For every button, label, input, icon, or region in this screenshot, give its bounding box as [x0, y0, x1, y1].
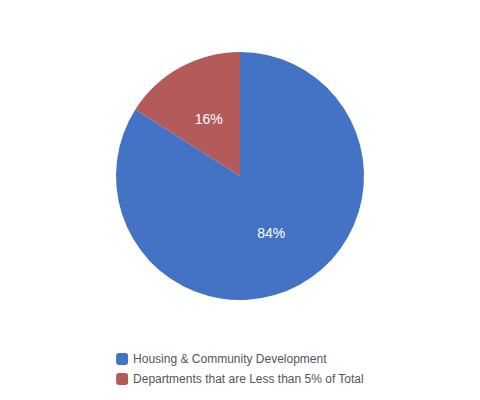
svg-text:16%: 16%: [195, 111, 223, 127]
svg-text:Housing & Community Developmen: Housing & Community Development: [133, 352, 327, 366]
svg-text:84%: 84%: [257, 225, 285, 241]
svg-text:Departments that are Less than: Departments that are Less than 5% of Tot…: [133, 372, 364, 386]
